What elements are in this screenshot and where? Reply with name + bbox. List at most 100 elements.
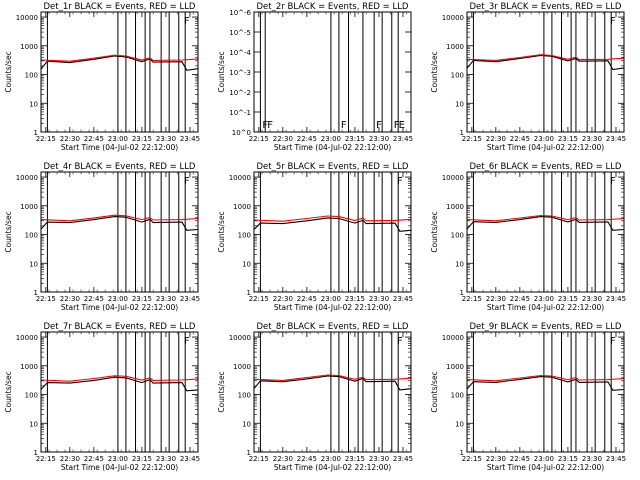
lld-series-line bbox=[40, 54, 199, 62]
x-tick-label: 23:15 bbox=[345, 295, 365, 303]
x-tick-label: 23:45 bbox=[606, 295, 626, 303]
flag-label: F bbox=[184, 16, 190, 27]
panel-title: Det_8r BLACK = Events, RED = LLD bbox=[257, 322, 409, 332]
x-tick-label: 23:45 bbox=[180, 295, 200, 303]
x-tick-label: 23:15 bbox=[558, 135, 578, 143]
y-tick-label: 10000 bbox=[16, 174, 38, 182]
x-tick-label: 22:45 bbox=[510, 455, 530, 463]
y-tick-label: 10^-5 bbox=[229, 29, 251, 37]
x-tick-label: 22:30 bbox=[273, 455, 293, 463]
x-tick-label: 22:15 bbox=[462, 455, 482, 463]
x-tick-label: 23:30 bbox=[156, 135, 176, 143]
x-tick-label: 23:45 bbox=[393, 295, 413, 303]
y-tick-label: 10000 bbox=[229, 174, 251, 182]
x-tick-label: 22:45 bbox=[510, 295, 530, 303]
x-axis-label: Start Time (04-Jul-02 22:12:00) bbox=[61, 303, 178, 312]
lld-series-line bbox=[40, 214, 199, 222]
x-tick-label: 22:45 bbox=[297, 295, 317, 303]
panel-5: Det_5r BLACK = Events, RED = LLD Counts/s… bbox=[217, 162, 413, 312]
x-tick-label: 22:45 bbox=[84, 295, 104, 303]
y-tick-label: 1 bbox=[34, 449, 38, 457]
y-tick-label: 10^-3 bbox=[229, 69, 251, 77]
plot-frame bbox=[40, 331, 199, 453]
x-tick-label: 23:00 bbox=[534, 455, 554, 463]
y-tick-label: 10 bbox=[455, 100, 464, 108]
y-tick-label: 1000 bbox=[233, 203, 251, 211]
x-tick-label: 22:45 bbox=[297, 135, 317, 143]
y-tick-label: 10000 bbox=[229, 334, 251, 342]
y-tick-label: 100 bbox=[451, 232, 464, 240]
y-tick-label: 1000 bbox=[20, 43, 38, 51]
x-tick-label: 22:30 bbox=[273, 135, 293, 143]
y-tick-label: 10000 bbox=[16, 14, 38, 22]
y-axis-label: Counts/sec bbox=[430, 211, 439, 252]
y-axis-label: Counts/sec bbox=[4, 371, 13, 412]
x-tick-label: 22:30 bbox=[486, 135, 506, 143]
panel-title: Det_2r BLACK = Events, RED = LLD bbox=[257, 2, 409, 12]
y-tick-label: 10 bbox=[455, 260, 464, 268]
x-tick-label: 23:45 bbox=[606, 135, 626, 143]
panel-title: Det_7r BLACK = Events, RED = LLD bbox=[44, 322, 196, 332]
x-tick-label: 22:30 bbox=[273, 295, 293, 303]
y-axis-label: Counts/sec bbox=[217, 371, 226, 412]
x-tick-label: 23:15 bbox=[558, 455, 578, 463]
x-tick-label: 23:15 bbox=[132, 455, 152, 463]
y-axis-label: Counts/sec bbox=[217, 51, 226, 92]
plot-frame bbox=[253, 11, 412, 133]
x-tick-label: 23:30 bbox=[369, 295, 389, 303]
x-tick-label: 22:15 bbox=[462, 295, 482, 303]
x-tick-label: 22:30 bbox=[486, 455, 506, 463]
flag-label: F bbox=[394, 120, 400, 131]
x-tick-label: 23:00 bbox=[534, 295, 554, 303]
x-tick-label: 22:15 bbox=[36, 135, 56, 143]
x-tick-label: 22:30 bbox=[60, 135, 80, 143]
x-tick-label: 23:00 bbox=[108, 295, 128, 303]
events-series-line bbox=[466, 54, 625, 71]
x-tick-label: 23:00 bbox=[321, 455, 341, 463]
y-tick-label: 1 bbox=[247, 289, 251, 297]
y-tick-label: 1000 bbox=[446, 203, 464, 211]
x-tick-label: 23:15 bbox=[345, 135, 365, 143]
y-tick-label: 10^-6 bbox=[229, 9, 251, 17]
events-series-line bbox=[40, 55, 199, 71]
panel-4: Det_4r BLACK = Events, RED = LLD Counts/s… bbox=[4, 162, 200, 312]
y-axis-label: Counts/sec bbox=[4, 211, 13, 252]
y-tick-label: 100 bbox=[25, 72, 38, 80]
y-tick-label: 10^-1 bbox=[229, 109, 251, 117]
x-tick-label: 23:30 bbox=[156, 455, 176, 463]
x-tick-label: 22:45 bbox=[84, 135, 104, 143]
flag-label: F bbox=[397, 336, 403, 347]
y-axis-label: Counts/sec bbox=[430, 371, 439, 412]
panel-1: Det_1r BLACK = Events, RED = LLD Counts/s… bbox=[4, 2, 200, 152]
panel-2: Det_2r BLACK = Events, RED = LLD Counts/s… bbox=[217, 2, 413, 152]
x-tick-label: 23:45 bbox=[180, 455, 200, 463]
flag-label: F bbox=[341, 120, 347, 131]
y-tick-label: 1000 bbox=[20, 203, 38, 211]
y-tick-label: 100 bbox=[451, 72, 464, 80]
y-axis-label: Counts/sec bbox=[430, 51, 439, 92]
lld-series-line bbox=[466, 214, 625, 222]
x-axis-label: Start Time (04-Jul-02 22:12:00) bbox=[487, 143, 604, 152]
y-tick-label: 10000 bbox=[16, 334, 38, 342]
y-tick-label: 1 bbox=[460, 289, 464, 297]
y-tick-label: 10^-2 bbox=[229, 89, 251, 97]
x-axis-label: Start Time (04-Jul-02 22:12:00) bbox=[487, 463, 604, 472]
panel-6: Det_6r BLACK = Events, RED = LLD Counts/s… bbox=[430, 162, 626, 312]
plot-frame bbox=[466, 331, 625, 453]
x-tick-label: 23:30 bbox=[369, 455, 389, 463]
flag-label: F bbox=[610, 16, 616, 27]
panel-title: Det_6r BLACK = Events, RED = LLD bbox=[470, 162, 622, 172]
y-tick-label: 100 bbox=[451, 392, 464, 400]
y-tick-label: 10 bbox=[29, 260, 38, 268]
x-tick-label: 22:15 bbox=[36, 455, 56, 463]
x-tick-label: 23:45 bbox=[606, 455, 626, 463]
x-tick-label: 23:30 bbox=[582, 135, 602, 143]
y-tick-label: 1000 bbox=[20, 363, 38, 371]
x-tick-label: 23:00 bbox=[534, 135, 554, 143]
x-tick-label: 22:15 bbox=[249, 135, 269, 143]
x-tick-label: 23:30 bbox=[582, 295, 602, 303]
x-tick-label: 23:30 bbox=[582, 455, 602, 463]
lld-series-line bbox=[466, 54, 625, 61]
y-tick-label: 100 bbox=[25, 232, 38, 240]
x-axis-label: Start Time (04-Jul-02 22:12:00) bbox=[487, 303, 604, 312]
